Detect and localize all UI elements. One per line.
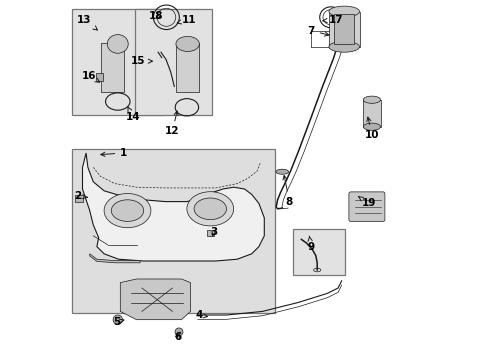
Bar — [176, 43, 199, 92]
Text: 8: 8 — [283, 176, 292, 207]
Text: 14: 14 — [125, 107, 140, 122]
Text: 19: 19 — [358, 197, 375, 208]
Polygon shape — [89, 254, 140, 263]
Text: 9: 9 — [307, 236, 314, 252]
Text: 18: 18 — [149, 11, 163, 21]
Bar — [75, 195, 82, 202]
Bar — [334, 14, 354, 44]
Text: 2: 2 — [74, 191, 87, 201]
Bar — [134, 9, 212, 115]
Bar — [206, 230, 213, 236]
Bar — [101, 43, 123, 92]
Text: 11: 11 — [177, 15, 196, 25]
Ellipse shape — [186, 192, 233, 226]
Ellipse shape — [111, 200, 143, 221]
Ellipse shape — [363, 123, 380, 130]
Text: 3: 3 — [210, 227, 217, 237]
Ellipse shape — [328, 41, 359, 52]
Bar — [363, 100, 380, 127]
Text: 4: 4 — [195, 310, 207, 320]
Ellipse shape — [328, 6, 359, 17]
FancyBboxPatch shape — [348, 192, 384, 221]
Text: 15: 15 — [131, 56, 152, 66]
Text: 5: 5 — [113, 317, 123, 327]
Text: 6: 6 — [174, 332, 181, 342]
Polygon shape — [82, 153, 264, 261]
Bar — [72, 9, 163, 115]
Text: 10: 10 — [365, 117, 379, 140]
Bar — [328, 12, 359, 47]
Bar — [72, 149, 275, 313]
Bar — [292, 229, 345, 275]
Bar — [96, 73, 102, 81]
Ellipse shape — [176, 36, 199, 51]
Ellipse shape — [363, 96, 380, 103]
Text: 7: 7 — [307, 26, 328, 36]
Ellipse shape — [275, 169, 288, 174]
Ellipse shape — [107, 35, 128, 53]
Text: 16: 16 — [81, 71, 100, 82]
Circle shape — [113, 315, 122, 324]
Polygon shape — [120, 279, 190, 320]
Text: 12: 12 — [165, 111, 180, 136]
Circle shape — [175, 328, 183, 336]
Text: 13: 13 — [77, 15, 97, 30]
Text: 17: 17 — [322, 15, 343, 25]
Text: 1: 1 — [101, 148, 127, 158]
Ellipse shape — [104, 194, 151, 228]
Ellipse shape — [194, 198, 226, 220]
